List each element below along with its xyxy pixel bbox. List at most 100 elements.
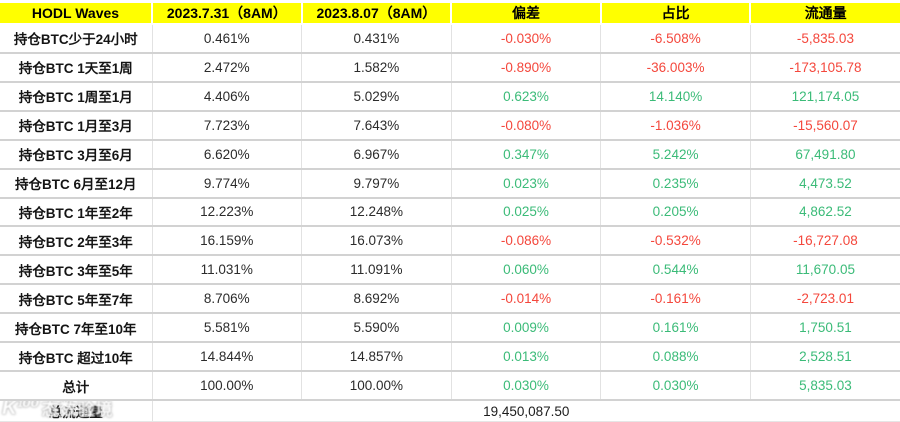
table-cell: -0.086% xyxy=(451,226,602,257)
table-row: 持仓BTC 6月至12月 9.774% 9.797% 0.023% 0.235% 4,47… xyxy=(0,168,900,199)
table-row: 持仓BTC 3年至5年 11.031% 11.091% 0.060% 0.544% 11,… xyxy=(0,255,900,286)
table-cell: 8.692% xyxy=(301,284,452,315)
total-circulation-value: 19,450,087.50 xyxy=(152,400,900,422)
table-cell: 0.205% xyxy=(600,197,751,228)
total-circulation-row: 总流通量 K¹⁰⁰ 态数验境 19,450,087.50 xyxy=(0,400,900,422)
table-cell: 5.581% xyxy=(152,313,303,344)
row-label: 持仓BTC 1年至2年 xyxy=(0,197,153,228)
table-cell: 8.706% xyxy=(152,284,303,315)
table-cell: 0.347% xyxy=(451,139,602,170)
table-cell: 1,750.51 xyxy=(750,313,900,344)
col-header-hodl-waves: HODL Waves xyxy=(0,0,153,25)
table-cell: 0.023% xyxy=(451,168,602,199)
row-label: 总计 xyxy=(0,371,153,401)
table-cell: 4,473.52 xyxy=(750,168,900,199)
table-row: 持仓BTC 7年至10年 5.581% 5.590% 0.009% 0.161% 1,75… xyxy=(0,313,900,344)
row-label: 持仓BTC 1天至1周 xyxy=(0,52,153,83)
table-cell: 4.406% xyxy=(152,81,303,112)
table-cell: 12.248% xyxy=(301,197,452,228)
table-cell: -2,723.01 xyxy=(750,284,900,315)
table-cell: -36.003% xyxy=(600,52,751,83)
table-row: 持仓BTC少于24小时 0.461% 0.431% -0.030% -6.508% -5,… xyxy=(0,24,900,54)
total-circulation-label: 总流通量 xyxy=(48,405,103,420)
table-cell: -0.890% xyxy=(451,52,602,83)
table-cell: 6.967% xyxy=(301,139,452,170)
table-cell: 7.723% xyxy=(152,110,303,141)
table-cell: -0.014% xyxy=(451,284,602,315)
table-cell: 1.582% xyxy=(301,52,452,83)
table-cell: 4,862.52 xyxy=(750,197,900,228)
watermark-logo-icon: K¹⁰⁰ xyxy=(2,400,40,419)
table-cell: 14.140% xyxy=(600,81,751,112)
table-cell: 9.774% xyxy=(152,168,303,199)
table-cell: 6.620% xyxy=(152,139,303,170)
table-cell: -1.036% xyxy=(600,110,751,141)
table-cell: 0.161% xyxy=(600,313,751,344)
row-label: 持仓BTC 5年至7年 xyxy=(0,284,153,315)
table-cell: -16,727.08 xyxy=(750,226,900,257)
table-cell: 0.025% xyxy=(451,197,602,228)
total-circulation-label-cell: 总流通量 K¹⁰⁰ 态数验境 xyxy=(0,400,153,422)
row-label: 持仓BTC 3月至6月 xyxy=(0,139,153,170)
table-cell: 5.029% xyxy=(301,81,452,112)
row-label: 持仓BTC少于24小时 xyxy=(0,24,153,54)
table-cell: 16.159% xyxy=(152,226,303,257)
table-cell: -173,105.78 xyxy=(750,52,900,83)
row-label: 持仓BTC 1月至3月 xyxy=(0,110,153,141)
row-label: 持仓BTC 6月至12月 xyxy=(0,168,153,199)
table-cell: -15,560.07 xyxy=(750,110,900,141)
table-cell: 100.00% xyxy=(301,371,452,401)
table-cell: 0.030% xyxy=(451,371,602,401)
table-cell: 0.544% xyxy=(600,255,751,286)
table-cell: 11.091% xyxy=(301,255,452,286)
table-cell: -0.161% xyxy=(600,284,751,315)
table-cell: -0.030% xyxy=(451,24,602,54)
table-row: 持仓BTC 1年至2年 12.223% 12.248% 0.025% 0.205% 4,8… xyxy=(0,197,900,228)
table-cell: -0.532% xyxy=(600,226,751,257)
row-label: 持仓BTC 2年至3年 xyxy=(0,226,153,257)
table-cell: 0.235% xyxy=(600,168,751,199)
table-row: 持仓BTC 2年至3年 16.159% 16.073% -0.086% -0.532% -… xyxy=(0,226,900,257)
table-row: 持仓BTC 1天至1周 2.472% 1.582% -0.890% -36.003% -1… xyxy=(0,52,900,83)
col-header-date-2: 2023.8.07（8AM） xyxy=(301,0,453,25)
table-cell: 5,835.03 xyxy=(750,371,900,401)
table-cell: 121,174.05 xyxy=(750,81,900,112)
table-cell: 0.030% xyxy=(600,371,751,401)
col-header-circulation: 流通量 xyxy=(750,0,900,25)
table-cell: -0.080% xyxy=(451,110,602,141)
col-header-deviation: 偏差 xyxy=(451,0,602,25)
table-row: 持仓BTC 3月至6月 6.620% 6.967% 0.347% 5.242% 67,49… xyxy=(0,139,900,170)
total-row: 总计 100.00% 100.00% 0.030% 0.030% 5,835.03 xyxy=(0,371,900,401)
table-cell: 9.797% xyxy=(301,168,452,199)
row-label: 持仓BTC 超过10年 xyxy=(0,342,153,373)
row-label: 持仓BTC 3年至5年 xyxy=(0,255,153,286)
table-cell: 16.073% xyxy=(301,226,452,257)
table-cell: 14.857% xyxy=(301,342,452,373)
table-row: 持仓BTC 5年至7年 8.706% 8.692% -0.014% -0.161% -2,… xyxy=(0,284,900,315)
table-cell: 0.060% xyxy=(451,255,602,286)
row-label: 持仓BTC 1周至1月 xyxy=(0,81,153,112)
table-row: 持仓BTC 超过10年 14.844% 14.857% 0.013% 0.088% 2,5… xyxy=(0,342,900,373)
table-row: 持仓BTC 1周至1月 4.406% 5.029% 0.623% 14.140% 121,… xyxy=(0,81,900,112)
table-cell: 11,670.05 xyxy=(750,255,900,286)
table-cell: -6.508% xyxy=(600,24,751,54)
table-cell: 0.088% xyxy=(600,342,751,373)
table-cell: 100.00% xyxy=(152,371,303,401)
table-row: 持仓BTC 1月至3月 7.723% 7.643% -0.080% -1.036% -15… xyxy=(0,110,900,141)
table-cell: 2,528.51 xyxy=(750,342,900,373)
table-cell: -5,835.03 xyxy=(750,24,900,54)
table-cell: 0.461% xyxy=(152,24,303,54)
table-cell: 0.013% xyxy=(451,342,602,373)
table-cell: 67,491.80 xyxy=(750,139,900,170)
col-header-share: 占比 xyxy=(600,0,752,25)
table-cell: 5.590% xyxy=(301,313,452,344)
table-cell: 14.844% xyxy=(152,342,303,373)
row-label: 持仓BTC 7年至10年 xyxy=(0,313,153,344)
table-cell: 5.242% xyxy=(600,139,751,170)
table-cell: 0.431% xyxy=(301,24,452,54)
table-cell: 2.472% xyxy=(152,52,303,83)
table-cell: 12.223% xyxy=(152,197,303,228)
table-cell: 11.031% xyxy=(152,255,303,286)
